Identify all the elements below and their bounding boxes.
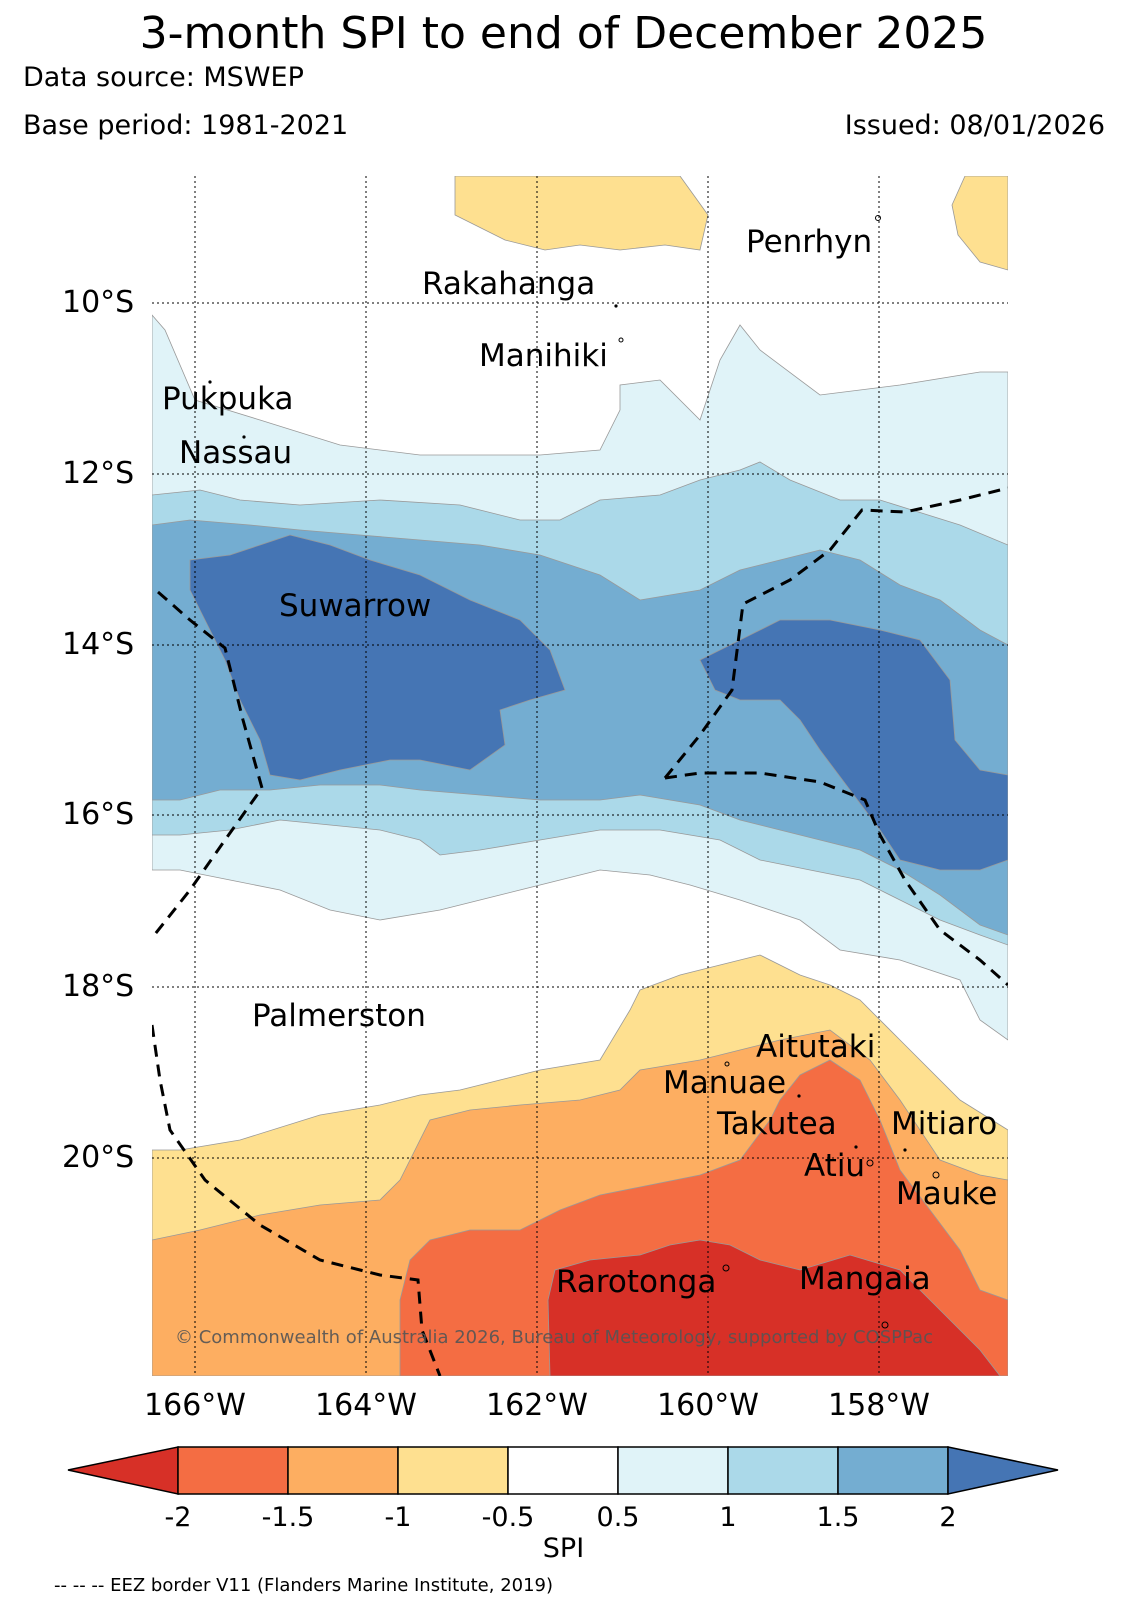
- place-mitiaro: Mitiaro: [891, 1106, 998, 1142]
- colorbar-tick: -1.5: [261, 1502, 315, 1533]
- island-rarotonga: [722, 1264, 730, 1272]
- eez-border: [152, 486, 1008, 1376]
- island-mitiaro: [903, 1148, 907, 1152]
- spi-core-wet-left: [189, 534, 566, 781]
- place-mangaia: Mangaia: [799, 1261, 931, 1297]
- colorbar-tick: -1: [384, 1502, 412, 1533]
- colorbar-tick: 1.5: [816, 1502, 860, 1533]
- lat-label-14s: 14°S: [62, 627, 135, 662]
- lon-label-164w: 164°W: [315, 1388, 417, 1423]
- place-atiu: Atiu: [804, 1148, 866, 1184]
- map-gridlines: [152, 176, 1008, 1376]
- base-period: Base period: 1981-2021: [23, 110, 349, 141]
- colorbar-extend-high: [947, 1446, 1059, 1495]
- island-pukapuka: [208, 380, 212, 384]
- lat-label-20s: 20°S: [62, 1140, 135, 1175]
- island-takutea: [854, 1145, 858, 1149]
- colorbar-bin: [837, 1446, 949, 1495]
- colorbar-tick: -0.5: [481, 1502, 535, 1533]
- lat-label-16s: 16°S: [62, 797, 135, 832]
- colorbar-bin: [287, 1446, 399, 1495]
- place-suwarrow: Suwarrow: [279, 588, 432, 624]
- place-penrhyn: Penrhyn: [746, 224, 873, 260]
- place-manuae: Manuae: [663, 1065, 787, 1101]
- spi-band-dry-top-right: [951, 176, 1008, 271]
- island-aitutaki: [724, 1061, 730, 1067]
- place-mauke: Mauke: [896, 1176, 998, 1212]
- lon-label-158w: 158°W: [828, 1388, 930, 1423]
- island-mauke: [932, 1171, 940, 1179]
- place-rarotonga: Rarotonga: [556, 1264, 717, 1300]
- island-manihiki: [618, 337, 624, 343]
- colorbar-label: SPI: [542, 1533, 585, 1564]
- colorbar-extend-low: [67, 1446, 179, 1495]
- colorbar-bin: [177, 1446, 289, 1495]
- lon-label-166w: 166°W: [144, 1388, 246, 1423]
- island-nassau: [242, 435, 246, 439]
- map-title: 3-month SPI to end of December 2025: [139, 8, 988, 59]
- place-palmerston: Palmerston: [252, 998, 426, 1034]
- island-atiu: [866, 1159, 874, 1167]
- place-manihiki: Manihiki: [479, 338, 608, 374]
- island-penrhyn: [875, 215, 881, 221]
- colorbar: [67, 1446, 1059, 1495]
- island-manuae: [797, 1094, 801, 1098]
- data-source: Data source: MSWEP: [23, 62, 304, 93]
- colorbar-bin: [397, 1446, 509, 1495]
- lat-label-18s: 18°S: [62, 969, 135, 1004]
- colorbar-bin: [727, 1446, 839, 1495]
- copyright-notice: © Commonwealth of Australia 2026, Bureau…: [175, 1327, 933, 1348]
- lat-label-10s: 10°S: [62, 285, 135, 320]
- spi-core-dry: [547, 1239, 1001, 1376]
- colorbar-tick: 0.5: [596, 1502, 640, 1533]
- lat-label-12s: 12°S: [62, 456, 135, 491]
- place-rakahanga: Rakahanga: [422, 266, 596, 302]
- spi-core-wet-right: [699, 619, 1008, 871]
- spi-band-dry-top: [454, 176, 709, 251]
- island-mangaia: [881, 1321, 889, 1329]
- colorbar-tick: 1: [719, 1502, 737, 1533]
- colorbar-tick: 2: [939, 1502, 957, 1533]
- colorbar-bin: [617, 1446, 729, 1495]
- place-takutea: Takutea: [717, 1106, 837, 1142]
- lon-label-160w: 160°W: [657, 1388, 759, 1423]
- eez-legend-note: -- -- -- EEZ border V11 (Flanders Marine…: [54, 1575, 554, 1596]
- issued-date: Issued: 08/01/2026: [844, 110, 1105, 141]
- place-nassau: Nassau: [179, 435, 293, 471]
- island-rakahanga: [614, 304, 618, 308]
- colorbar-tick: -2: [164, 1502, 192, 1533]
- colorbar-bin: [507, 1446, 619, 1495]
- place-aitutaki: Aitutaki: [756, 1029, 876, 1065]
- lon-label-162w: 162°W: [486, 1388, 588, 1423]
- place-pukapuka: Pukpuka: [162, 381, 294, 417]
